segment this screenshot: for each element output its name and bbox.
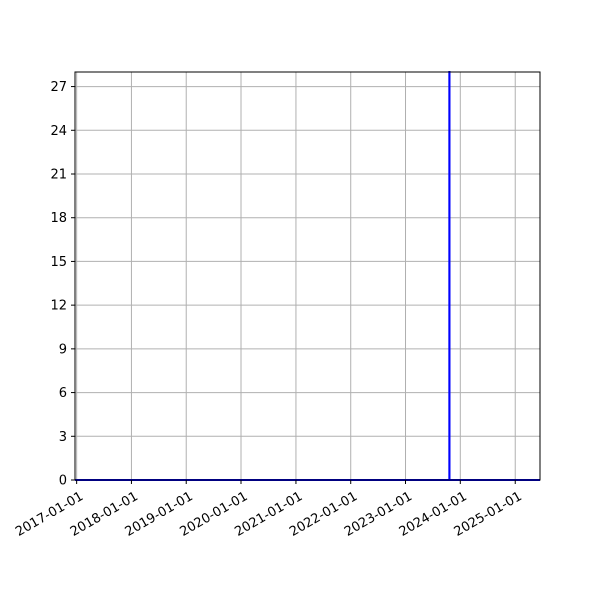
plot-frame	[74, 71, 541, 481]
y-tick-label: 21	[50, 168, 67, 183]
y-tick-label: 27	[50, 80, 67, 95]
y-tick-label: 3	[59, 430, 67, 445]
y-tick-label: 0	[59, 474, 67, 489]
y-tick-label: 18	[50, 211, 67, 226]
y-tick-label: 24	[50, 124, 67, 139]
y-tick-label: 6	[59, 386, 67, 401]
grid	[75, 72, 540, 481]
y-axis: 0 3 6 9 12 15 18 21 24 27	[50, 80, 75, 489]
y-tick-label: 9	[59, 342, 67, 357]
y-tick-label: 15	[50, 255, 67, 270]
y-tick-label: 12	[50, 299, 67, 314]
